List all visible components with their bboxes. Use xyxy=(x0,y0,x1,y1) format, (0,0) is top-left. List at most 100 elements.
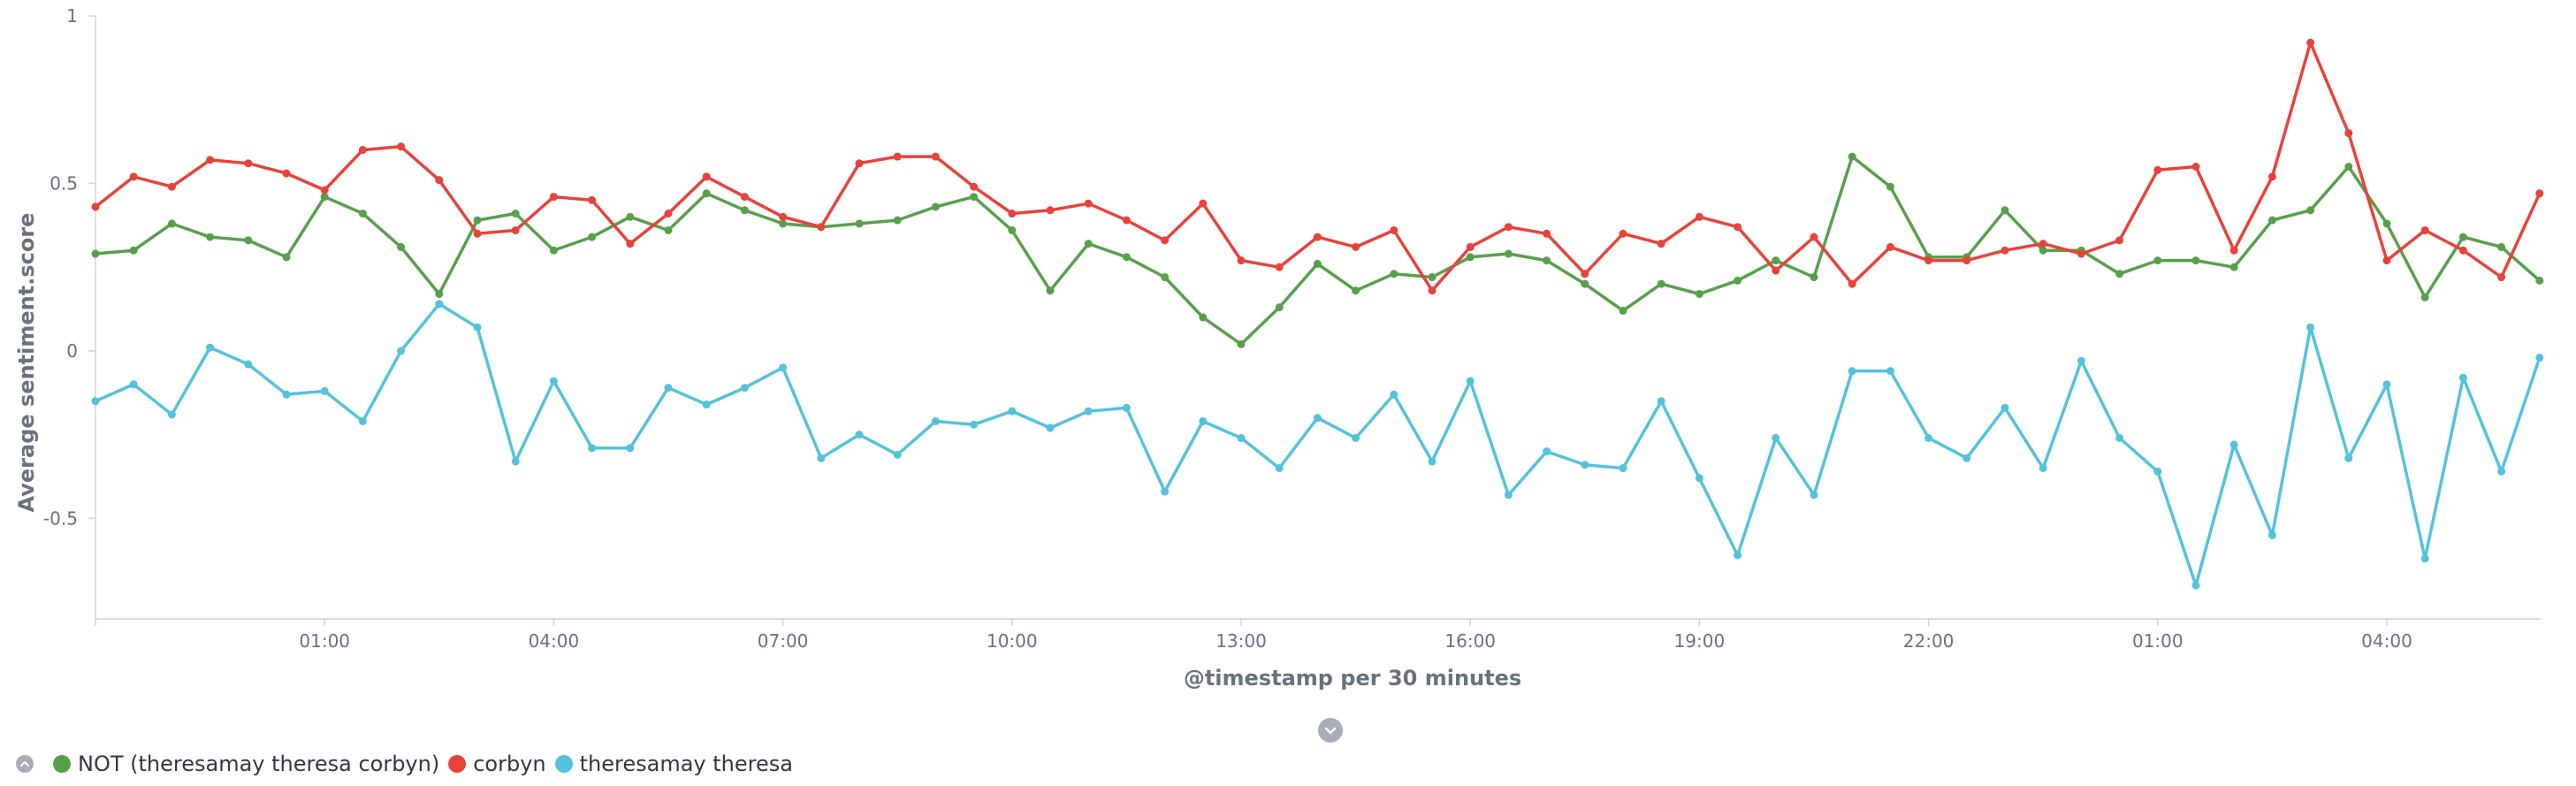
data-point xyxy=(664,210,673,218)
legend-item-corbyn[interactable]: corbyn xyxy=(448,752,546,776)
data-point xyxy=(1504,223,1513,232)
data-point xyxy=(1161,273,1170,282)
data-point xyxy=(320,186,329,195)
data-point xyxy=(1886,242,1894,251)
data-point xyxy=(2458,246,2467,255)
series-0 xyxy=(91,152,2544,348)
y-tick-label: -0.5 xyxy=(43,507,78,529)
data-point xyxy=(1008,225,1017,234)
data-point xyxy=(1390,390,1399,399)
series-line xyxy=(94,155,2542,347)
data-point xyxy=(1810,233,1818,241)
legend-item-theresamay-theresa[interactable]: theresamay theresa xyxy=(554,752,793,776)
legend-label: corbyn xyxy=(473,752,546,776)
data-point xyxy=(1313,414,1322,423)
data-point xyxy=(244,360,253,369)
data-point xyxy=(2344,129,2353,138)
data-point xyxy=(2229,246,2238,255)
data-point xyxy=(2458,373,2467,382)
data-point xyxy=(2039,246,2047,255)
data-point xyxy=(970,420,979,429)
x-tick-label: 19:00 xyxy=(1674,630,1726,652)
data-point xyxy=(2153,256,2162,265)
chevron-up-icon xyxy=(20,761,29,767)
data-point xyxy=(91,202,100,211)
data-point xyxy=(2039,240,2047,248)
data-point xyxy=(2458,233,2467,241)
data-point xyxy=(1199,416,1208,425)
data-point xyxy=(167,219,176,228)
data-point xyxy=(1275,464,1284,472)
data-point xyxy=(1581,461,1589,469)
data-point xyxy=(1810,491,1818,500)
y-tick-label: 1 xyxy=(66,5,78,27)
data-point xyxy=(1734,276,1742,285)
series-2 xyxy=(91,300,2544,590)
legend-item-not-theresamay[interactable]: NOT (theresamay theresa corbyn) xyxy=(53,752,439,776)
data-point xyxy=(511,225,520,234)
data-point xyxy=(740,206,749,215)
data-point xyxy=(779,363,788,372)
data-point xyxy=(1657,279,1665,288)
data-point xyxy=(2267,216,2276,225)
data-point xyxy=(2001,246,2009,255)
legend-swatch xyxy=(448,755,467,773)
legend-toggle-button[interactable] xyxy=(16,755,34,773)
data-point xyxy=(970,193,979,202)
data-point xyxy=(1237,256,1246,265)
data-point xyxy=(2344,163,2353,171)
data-point xyxy=(2153,467,2162,476)
data-point xyxy=(1046,206,1055,215)
data-point xyxy=(1122,403,1131,412)
data-point xyxy=(358,146,367,155)
data-point xyxy=(2077,356,2085,365)
data-point xyxy=(2420,554,2429,563)
data-point xyxy=(91,249,100,258)
data-point xyxy=(2001,403,2009,412)
data-point xyxy=(1313,259,1322,268)
data-point xyxy=(970,182,979,191)
data-point xyxy=(2077,249,2085,258)
data-point xyxy=(588,233,597,241)
data-point xyxy=(893,216,902,225)
expand-toggle-button[interactable] xyxy=(1318,718,1343,743)
axes xyxy=(88,15,2541,626)
data-point xyxy=(2497,242,2506,251)
data-point xyxy=(206,343,215,352)
data-point xyxy=(1734,551,1742,560)
data-point xyxy=(282,390,291,399)
x-tick-label: 22:00 xyxy=(1903,630,1955,652)
data-point xyxy=(2420,225,2429,234)
data-point xyxy=(397,142,406,151)
data-point xyxy=(129,380,138,389)
data-point xyxy=(1046,424,1055,432)
data-point xyxy=(2115,270,2124,279)
series-line xyxy=(94,41,2542,293)
data-point xyxy=(1161,236,1170,245)
legend-label: NOT (theresamay theresa corbyn) xyxy=(78,752,440,776)
data-point xyxy=(206,233,215,241)
series-1 xyxy=(91,38,2544,295)
data-point xyxy=(2382,219,2391,228)
data-point xyxy=(2191,163,2200,171)
data-point xyxy=(473,323,482,332)
y-axis-title: Average sentiment.score xyxy=(14,213,39,513)
data-point xyxy=(1848,152,1856,161)
data-point xyxy=(588,444,597,453)
data-point xyxy=(435,176,444,185)
data-point xyxy=(664,225,673,234)
data-point xyxy=(2535,276,2544,285)
data-point xyxy=(779,212,788,221)
data-point xyxy=(1581,270,1589,279)
data-point xyxy=(1504,491,1513,500)
data-point xyxy=(1962,256,1971,265)
data-point xyxy=(626,212,635,221)
data-point xyxy=(397,347,406,355)
data-point xyxy=(1886,367,1894,376)
data-point xyxy=(1695,212,1703,221)
data-point xyxy=(2535,353,2544,362)
data-point xyxy=(2115,236,2124,245)
legend-swatch xyxy=(53,755,71,773)
data-point xyxy=(2229,440,2238,449)
data-point xyxy=(2420,293,2429,301)
